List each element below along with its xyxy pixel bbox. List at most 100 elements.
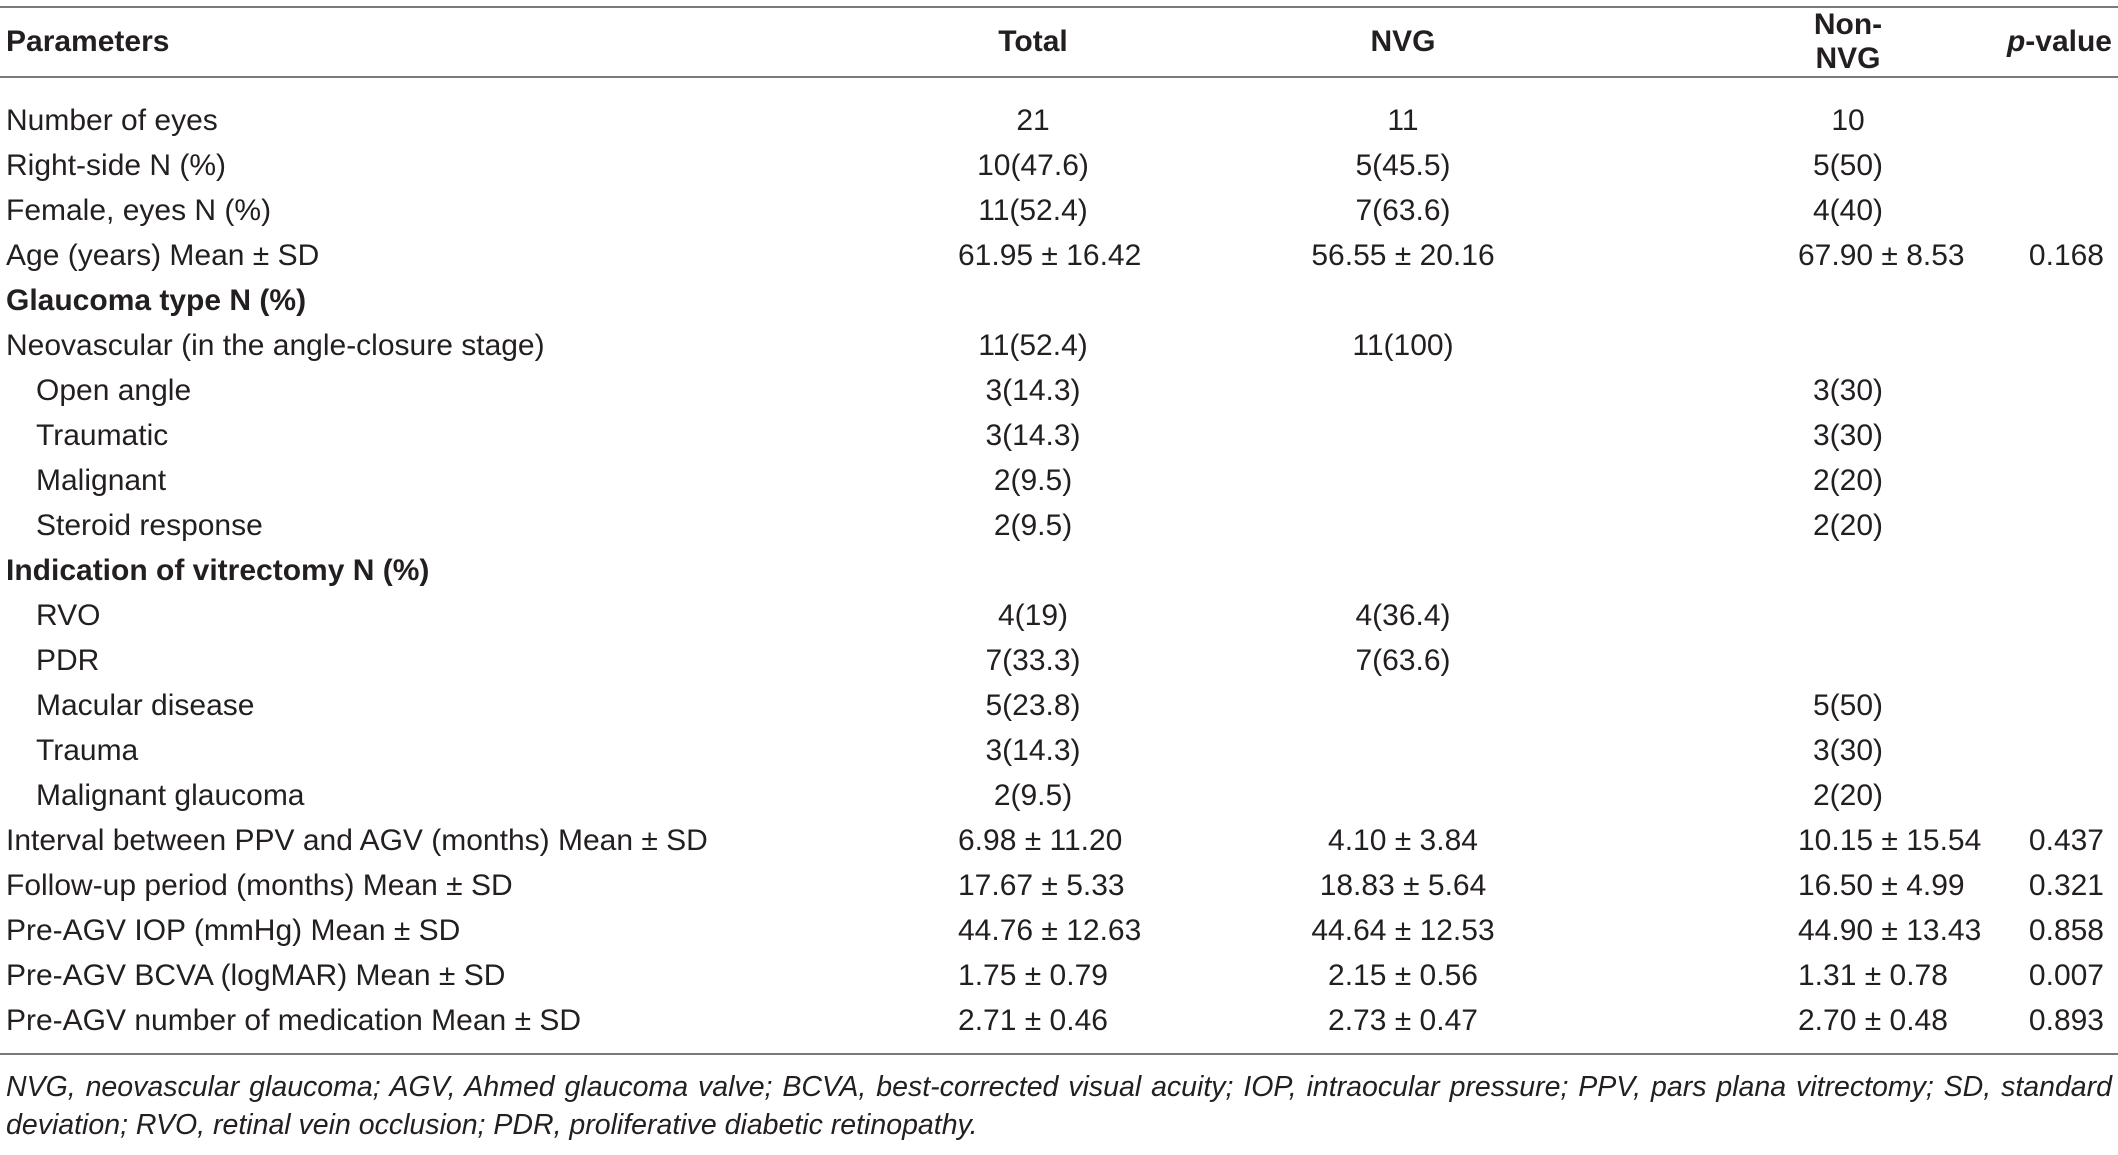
table-row: Interval between PPV and AGV (months) Me… [0,818,2118,863]
table-body: Number of eyes 21 11 10 Right-side N (%)… [0,77,2118,1055]
row-nvg [1108,548,1498,593]
row-p-value: 0.168 [2028,238,2104,272]
table-row: Steroid response 2(9.5) 2(20) [0,503,2118,548]
section-row: Glaucoma type N (%) [0,278,2118,323]
row-total: 61.95 ± 16.42 [958,238,1142,272]
row-nvg [1108,458,1498,503]
row-non-nvg: 10.15 ± 15.54 [1798,823,1982,857]
row-non-nvg: 2(20) [1812,508,1884,542]
table-row: Pre-AGV number of medication Mean ± SD 2… [0,998,2118,1055]
row-parameter: Pre-AGV IOP (mmHg) Mean ± SD [6,913,461,947]
row-parameter: Pre-AGV number of medication Mean ± SD [0,998,818,1055]
row-non-nvg: 10 [1831,103,1865,137]
table-row: Neovascular (in the angle-closure stage)… [0,323,2118,368]
row-nvg [1108,728,1498,773]
table-row: RVO 4(19) 4(36.4) [0,593,2118,638]
row-non-nvg: 5(50) [1812,148,1884,182]
row-p-value [1898,773,2118,818]
row-parameter: Right-side N (%) [6,148,227,182]
row-total: 2.71 ± 0.46 [818,998,1108,1055]
table-row: Number of eyes 21 11 10 [0,77,2118,143]
row-total: 3(14.3) [985,418,1081,452]
row-nvg: 7(63.6) [1355,643,1451,677]
header-nvg: NVG [1108,6,1498,78]
row-p-value [1898,638,2118,683]
row-non-nvg: 2(20) [1812,778,1884,812]
table-row: Open angle 3(14.3) 3(30) [0,368,2118,413]
section-glaucoma-type: Glaucoma type N (%) [6,283,307,317]
table-row: Trauma 3(14.3) 3(30) [0,728,2118,773]
row-nvg: 11(100) [1352,328,1454,362]
row-p-value [1898,143,2118,188]
row-total: 3(14.3) [985,733,1081,767]
row-parameter: Open angle [36,373,192,407]
row-non-nvg: 1.31 ± 0.78 [1798,958,1948,992]
row-total: 4(19) [997,598,1069,632]
row-p-value [1898,278,2118,323]
row-p-value [1898,728,2118,773]
row-non-nvg: 3(30) [1812,418,1884,452]
table-row: Malignant glaucoma 2(9.5) 2(20) [0,773,2118,818]
row-total: 10(47.6) [977,148,1089,182]
data-table: Parameters Total NVG Non-NVG p-value Num… [0,6,2118,1055]
row-total: 7(33.3) [985,643,1081,677]
row-parameter: RVO [36,598,101,632]
header-p-rest: -value [2025,25,2112,58]
row-parameter: PDR [36,643,100,677]
row-non-nvg [1498,593,1898,638]
row-non-nvg [1498,323,1898,368]
row-total: 2(9.5) [993,778,1073,812]
row-non-nvg [1498,638,1898,683]
header-total: Total [818,6,1108,78]
row-non-nvg: 3(30) [1812,733,1884,767]
row-non-nvg: 3(30) [1812,373,1884,407]
row-non-nvg: 2.70 ± 0.48 [1498,998,1948,1055]
row-non-nvg [1498,548,1898,593]
table-row: Macular disease 5(23.8) 5(50) [0,683,2118,728]
row-total: 17.67 ± 5.33 [958,868,1125,902]
row-parameter: Malignant glaucoma [36,778,305,812]
row-total: 2(9.5) [993,463,1073,497]
row-p-value [1898,323,2118,368]
row-non-nvg: 4(40) [1812,193,1884,227]
section-row: Indication of vitrectomy N (%) [0,548,2118,593]
section-indication-of-vitrectomy: Indication of vitrectomy N (%) [6,553,430,587]
row-p-value: 0.007 [2028,958,2104,992]
table-row: Female, eyes N (%) 11(52.4) 7(63.6) 4(40… [0,188,2118,233]
row-nvg [1108,278,1498,323]
row-non-nvg [1498,278,1898,323]
row-non-nvg: 5(50) [1812,688,1884,722]
row-total: 44.76 ± 12.63 [958,913,1142,947]
row-nvg: 4.10 ± 3.84 [1328,823,1478,857]
row-nvg: 5(45.5) [1355,148,1451,182]
row-p-value [1898,188,2118,233]
row-p-value: 0.893 [1898,998,2118,1055]
row-nvg [1108,773,1498,818]
table-row: Right-side N (%) 10(47.6) 5(45.5) 5(50) [0,143,2118,188]
row-total: 1.75 ± 0.79 [958,958,1108,992]
row-nvg: 56.55 ± 20.16 [1311,238,1495,272]
row-parameter: Macular disease [36,688,255,722]
table-row: Age (years) Mean ± SD 61.95 ± 16.42 56.5… [0,233,2118,278]
row-nvg: 7(63.6) [1355,193,1451,227]
row-total [818,278,1108,323]
row-nvg: 2.73 ± 0.47 [1108,998,1498,1055]
header-p-value: p-value [1898,6,2118,78]
row-p-value [1898,503,2118,548]
header-p-italic: p [2006,25,2026,58]
row-parameter: Steroid response [36,508,263,542]
table-row: Traumatic 3(14.3) 3(30) [0,413,2118,458]
row-total: 21 [1016,103,1050,137]
row-p-value [1898,77,2118,143]
row-nvg [1108,413,1498,458]
row-p-value [1898,368,2118,413]
header-non-nvg: Non-NVG [1498,6,1898,78]
table-row: Malignant 2(9.5) 2(20) [0,458,2118,503]
row-p-value: 0.321 [2028,868,2104,902]
row-non-nvg: 2(20) [1812,463,1884,497]
row-nvg: 2.15 ± 0.56 [1328,958,1478,992]
table-row: PDR 7(33.3) 7(63.6) [0,638,2118,683]
row-p-value [1898,458,2118,503]
row-total: 5(23.8) [985,688,1081,722]
row-total: 2(9.5) [993,508,1073,542]
